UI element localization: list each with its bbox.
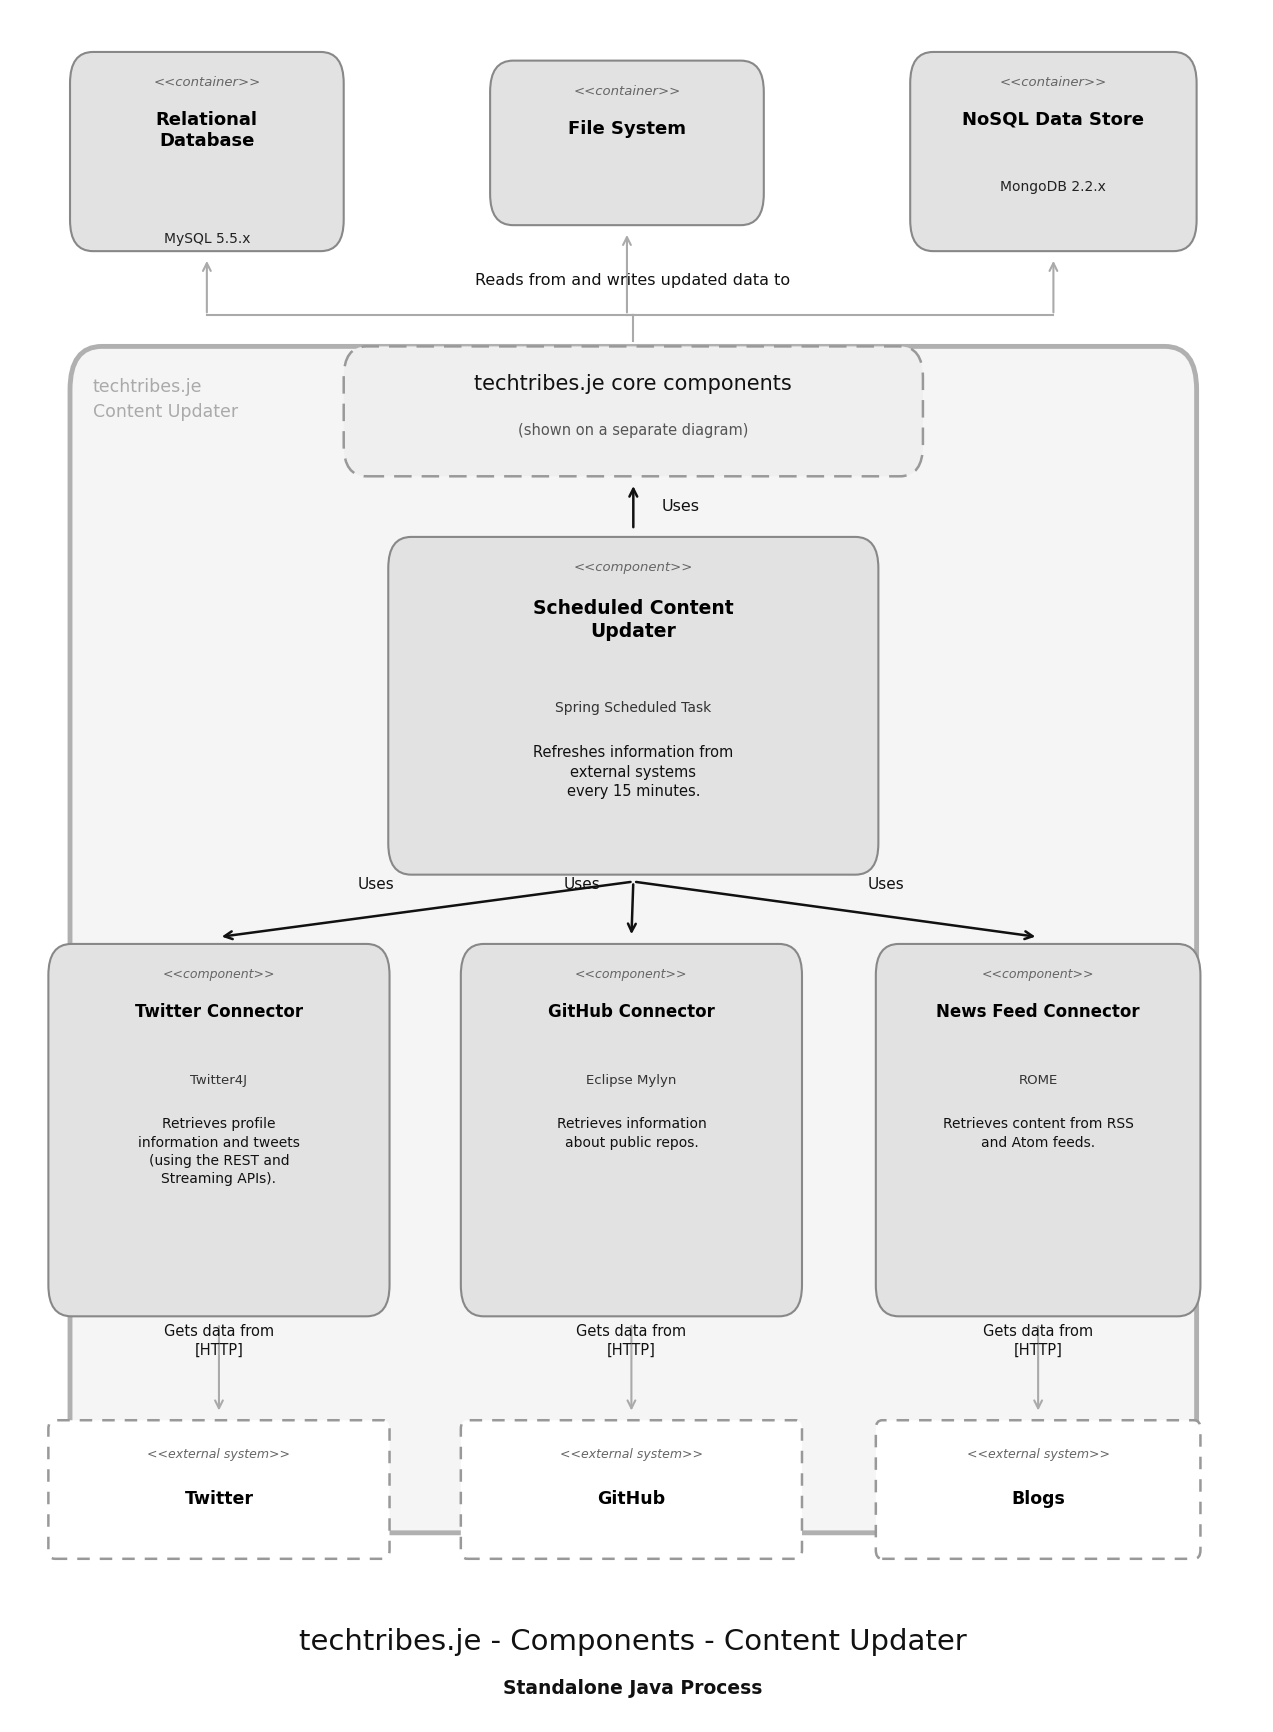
Text: Blogs: Blogs	[1011, 1490, 1066, 1507]
Text: Twitter: Twitter	[185, 1490, 253, 1507]
Text: GitHub: GitHub	[597, 1490, 666, 1507]
Text: techtribes.je core components: techtribes.je core components	[475, 374, 792, 395]
Text: Gets data from
[HTTP]: Gets data from [HTTP]	[164, 1325, 274, 1358]
FancyBboxPatch shape	[876, 1420, 1200, 1559]
Text: techtribes.je - Components - Content Updater: techtribes.je - Components - Content Upd…	[299, 1628, 966, 1656]
Text: <<component>>: <<component>>	[981, 968, 1095, 982]
Text: Retrieves content from RSS
and Atom feeds.: Retrieves content from RSS and Atom feed…	[943, 1117, 1133, 1150]
Text: Refreshes information from
external systems
every 15 minutes.: Refreshes information from external syst…	[533, 745, 733, 800]
Text: File System: File System	[568, 120, 686, 137]
Text: Uses: Uses	[868, 876, 904, 892]
Text: Uses: Uses	[662, 499, 699, 514]
Text: Retrieves profile
information and tweets
(using the REST and
Streaming APIs).: Retrieves profile information and tweets…	[137, 1117, 300, 1186]
Text: MongoDB 2.2.x: MongoDB 2.2.x	[1001, 180, 1106, 194]
Text: <<container>>: <<container>>	[999, 76, 1108, 90]
FancyBboxPatch shape	[388, 537, 878, 875]
Text: Uses: Uses	[358, 876, 395, 892]
Text: <<external system>>: <<external system>>	[148, 1448, 290, 1462]
FancyBboxPatch shape	[490, 61, 764, 225]
Text: <<component>>: <<component>>	[574, 561, 693, 575]
FancyBboxPatch shape	[910, 52, 1197, 251]
Text: Reads from and writes updated data to: Reads from and writes updated data to	[475, 274, 791, 288]
Text: <<component>>: <<component>>	[163, 968, 275, 982]
FancyBboxPatch shape	[70, 52, 344, 251]
Text: Eclipse Mylyn: Eclipse Mylyn	[587, 1074, 676, 1088]
Text: Scheduled Content
Updater: Scheduled Content Updater	[533, 599, 733, 641]
FancyBboxPatch shape	[461, 944, 802, 1316]
Text: <<component>>: <<component>>	[575, 968, 687, 982]
Text: ROME: ROME	[1018, 1074, 1058, 1088]
Text: Twitter4J: Twitter4J	[191, 1074, 247, 1088]
Text: <<external system>>: <<external system>>	[966, 1448, 1110, 1462]
Text: MySQL 5.5.x: MySQL 5.5.x	[164, 232, 250, 246]
FancyBboxPatch shape	[70, 346, 1197, 1533]
FancyBboxPatch shape	[461, 1420, 802, 1559]
Text: <<external system>>: <<external system>>	[560, 1448, 703, 1462]
FancyBboxPatch shape	[344, 346, 923, 476]
Text: Twitter Connector: Twitter Connector	[135, 1003, 303, 1020]
FancyBboxPatch shape	[48, 944, 390, 1316]
Text: News Feed Connector: News Feed Connector	[937, 1003, 1139, 1020]
Text: Gets data from
[HTTP]: Gets data from [HTTP]	[577, 1325, 686, 1358]
Text: Retrieves information
about public repos.: Retrieves information about public repos…	[556, 1117, 707, 1150]
Text: techtribes.je
Content Updater: techtribes.je Content Updater	[93, 378, 238, 421]
FancyBboxPatch shape	[48, 1420, 390, 1559]
Text: Relational
Database: Relational Database	[155, 111, 258, 151]
Text: NoSQL Data Store: NoSQL Data Store	[962, 111, 1144, 128]
FancyBboxPatch shape	[876, 944, 1200, 1316]
Text: Gets data from
[HTTP]: Gets data from [HTTP]	[983, 1325, 1094, 1358]
Text: Standalone Java Process: Standalone Java Process	[503, 1680, 763, 1697]
Text: Uses: Uses	[564, 876, 601, 892]
Text: (shown on a separate diagram): (shown on a separate diagram)	[518, 423, 749, 438]
Text: <<container>>: <<container>>	[573, 85, 681, 99]
Text: Spring Scheduled Task: Spring Scheduled Task	[555, 701, 712, 715]
Text: GitHub Connector: GitHub Connector	[547, 1003, 715, 1020]
Text: <<container>>: <<container>>	[153, 76, 261, 90]
